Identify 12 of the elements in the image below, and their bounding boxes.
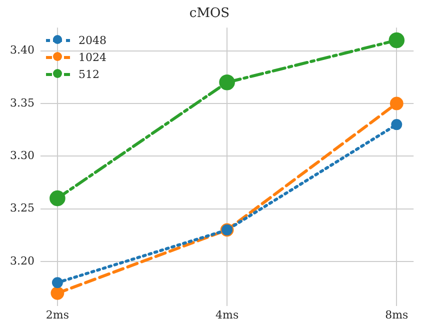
legend-label: 1024 bbox=[78, 50, 106, 66]
y-tick-label: 3.35 bbox=[10, 96, 34, 110]
chart-title: cMOS bbox=[189, 6, 230, 22]
legend-label: 2048 bbox=[78, 32, 106, 49]
x-tick-label: 8ms bbox=[385, 308, 409, 322]
y-tick-label: 3.40 bbox=[10, 44, 34, 57]
y-tick-label: 3.20 bbox=[10, 254, 34, 268]
x-tick-label: 2ms bbox=[46, 308, 70, 322]
y-tick-label: 3.25 bbox=[10, 202, 34, 215]
y-tick-label: 3.30 bbox=[10, 149, 34, 162]
legend-label: 512 bbox=[78, 66, 100, 83]
x-tick-label: 4ms bbox=[216, 308, 239, 322]
